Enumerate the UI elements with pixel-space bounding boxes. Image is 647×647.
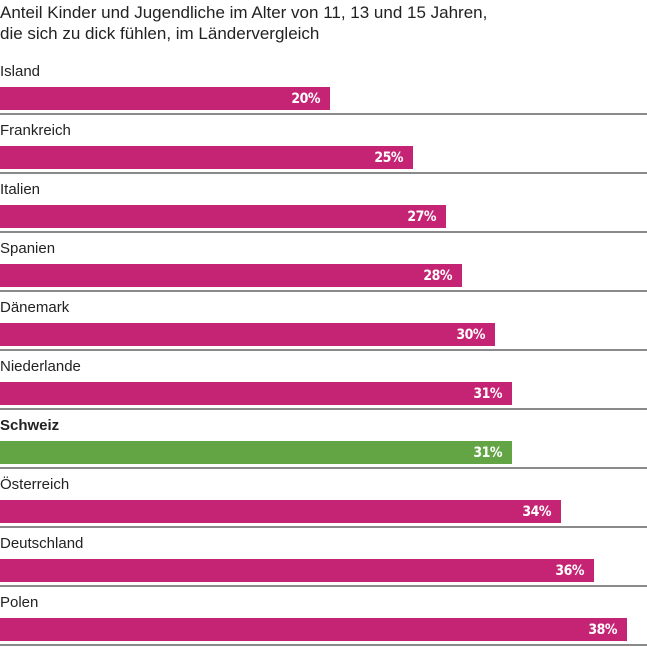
category-label: Frankreich	[0, 122, 71, 139]
category-label: Schweiz	[0, 417, 60, 434]
bar: 27%	[0, 205, 446, 228]
category-label: Polen	[0, 594, 39, 611]
category-label: Island	[0, 63, 41, 80]
bar: 20%	[0, 87, 330, 110]
value-label: 20%	[291, 91, 320, 107]
category-label: Spanien	[0, 240, 56, 257]
value-label: 31%	[473, 386, 502, 402]
bar: 30%	[0, 323, 495, 346]
bar: 34%	[0, 500, 561, 523]
row-divider	[0, 585, 647, 587]
bar-highlight: 31%	[0, 441, 512, 464]
category-label: Niederlande	[0, 358, 81, 375]
value-label: 36%	[555, 563, 584, 579]
chart-title: Anteil Kinder und Jugendliche im Alter v…	[0, 3, 488, 22]
bar: 36%	[0, 559, 594, 582]
row-divider	[0, 231, 647, 233]
row-divider	[0, 349, 647, 351]
value-label: 28%	[423, 268, 452, 284]
category-label: Dänemark	[0, 299, 70, 316]
bar: 31%	[0, 382, 512, 405]
row-divider	[0, 644, 647, 646]
row-divider	[0, 408, 647, 410]
bar: 28%	[0, 264, 462, 287]
bar: 38%	[0, 618, 627, 641]
category-label: Deutschland	[0, 535, 84, 552]
value-label: 27%	[407, 209, 436, 225]
row-divider	[0, 467, 647, 469]
row-divider	[0, 172, 647, 174]
row-divider	[0, 290, 647, 292]
row-divider	[0, 113, 647, 115]
chart-subtitle: die sich zu dick fühlen, im Ländervergle…	[0, 24, 320, 43]
value-label: 25%	[374, 150, 403, 166]
value-label: 34%	[522, 504, 551, 520]
value-label: 30%	[456, 327, 485, 343]
value-label: 31%	[473, 445, 502, 461]
row-divider	[0, 526, 647, 528]
bar: 25%	[0, 146, 413, 169]
value-label: 38%	[588, 622, 617, 638]
category-label: Österreich	[0, 476, 70, 493]
category-label: Italien	[0, 181, 41, 198]
